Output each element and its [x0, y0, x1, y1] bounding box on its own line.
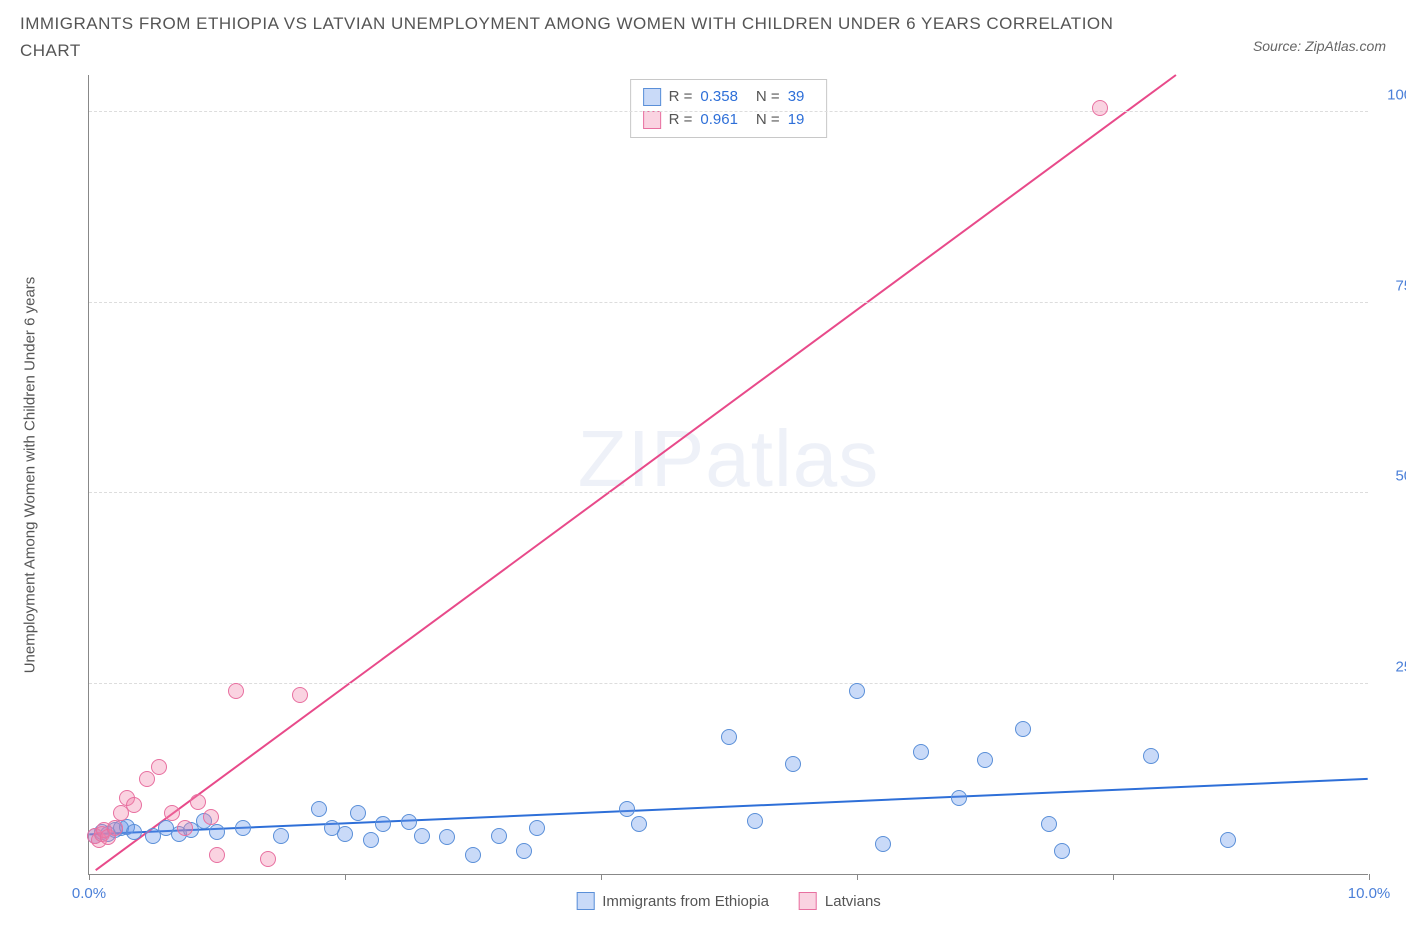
- y-tick-label: 75.0%: [1395, 277, 1406, 294]
- gridline-h: [89, 302, 1368, 303]
- x-tick-label: 10.0%: [1348, 885, 1391, 902]
- data-point-ethiopia: [375, 816, 391, 832]
- data-point-ethiopia: [401, 814, 417, 830]
- legend-stats-row-ethiopia: R = 0.358 N = 39: [643, 86, 815, 109]
- chart-title: IMMIGRANTS FROM ETHIOPIA VS LATVIAN UNEM…: [20, 10, 1140, 64]
- legend-item-label: Immigrants from Ethiopia: [602, 893, 769, 910]
- x-tick: [345, 874, 346, 880]
- data-point-latvians: [203, 809, 219, 825]
- data-point-ethiopia: [721, 729, 737, 745]
- data-point-ethiopia: [619, 801, 635, 817]
- x-tick: [89, 874, 90, 880]
- data-point-ethiopia: [235, 820, 251, 836]
- regression-lines-layer: [89, 75, 1368, 874]
- regression-line-latvians: [96, 75, 1176, 870]
- data-point-ethiopia: [350, 805, 366, 821]
- legend-n-label: N =: [756, 86, 780, 109]
- data-point-ethiopia: [785, 756, 801, 772]
- gridline-h: [89, 492, 1368, 493]
- data-point-latvians: [228, 683, 244, 699]
- legend-r-label: R =: [669, 86, 693, 109]
- legend-n-value: 39: [788, 86, 805, 109]
- y-tick-label: 50.0%: [1395, 468, 1406, 485]
- data-point-ethiopia: [1054, 843, 1070, 859]
- data-point-ethiopia: [337, 826, 353, 842]
- legend-bottom: Immigrants from Ethiopia Latvians: [576, 892, 881, 910]
- data-point-ethiopia: [977, 752, 993, 768]
- y-axis-label: Unemployment Among Women with Children U…: [22, 277, 39, 674]
- data-point-latvians: [260, 851, 276, 867]
- data-point-latvians: [107, 820, 123, 836]
- data-point-latvians: [164, 805, 180, 821]
- x-tick: [1113, 874, 1114, 880]
- y-tick-label: 100.0%: [1387, 87, 1406, 104]
- x-tick: [601, 874, 602, 880]
- y-tick-label: 25.0%: [1395, 658, 1406, 675]
- plot-region: ZIPatlas R = 0.358N = 39R = 0.961N = 19 …: [88, 75, 1368, 875]
- legend-r-value: 0.358: [700, 86, 738, 109]
- source-attribution: Source: ZipAtlas.com: [1253, 38, 1386, 54]
- data-point-ethiopia: [273, 828, 289, 844]
- data-point-ethiopia: [529, 820, 545, 836]
- data-point-ethiopia: [414, 828, 430, 844]
- data-point-ethiopia: [126, 824, 142, 840]
- data-point-ethiopia: [465, 847, 481, 863]
- data-point-latvians: [139, 771, 155, 787]
- data-point-ethiopia: [311, 801, 327, 817]
- data-point-latvians: [151, 759, 167, 775]
- data-point-latvians: [190, 794, 206, 810]
- x-tick: [1369, 874, 1370, 880]
- data-point-ethiopia: [491, 828, 507, 844]
- legend-swatch-icon: [576, 892, 594, 910]
- data-point-ethiopia: [849, 683, 865, 699]
- data-point-ethiopia: [951, 790, 967, 806]
- data-point-ethiopia: [516, 843, 532, 859]
- legend-swatch-icon: [643, 88, 661, 106]
- data-point-ethiopia: [439, 829, 455, 845]
- data-point-ethiopia: [913, 744, 929, 760]
- legend-swatch-icon: [643, 111, 661, 129]
- data-point-latvians: [177, 820, 193, 836]
- data-point-ethiopia: [1143, 748, 1159, 764]
- data-point-latvians: [292, 687, 308, 703]
- legend-stats-box: R = 0.358N = 39R = 0.961N = 19: [630, 79, 828, 138]
- data-point-ethiopia: [209, 824, 225, 840]
- x-tick-label: 0.0%: [72, 885, 106, 902]
- data-point-latvians: [126, 797, 142, 813]
- chart-area: Unemployment Among Women with Children U…: [60, 75, 1380, 875]
- data-point-ethiopia: [1015, 721, 1031, 737]
- legend-item-latvians: Latvians: [799, 892, 881, 910]
- regression-line-ethiopia: [89, 779, 1367, 835]
- gridline-h: [89, 111, 1368, 112]
- data-point-ethiopia: [363, 832, 379, 848]
- data-point-latvians: [1092, 100, 1108, 116]
- legend-item-label: Latvians: [825, 893, 881, 910]
- data-point-ethiopia: [1041, 816, 1057, 832]
- legend-swatch-icon: [799, 892, 817, 910]
- data-point-ethiopia: [747, 813, 763, 829]
- data-point-ethiopia: [875, 836, 891, 852]
- gridline-h: [89, 683, 1368, 684]
- data-point-ethiopia: [1220, 832, 1236, 848]
- data-point-latvians: [209, 847, 225, 863]
- legend-item-ethiopia: Immigrants from Ethiopia: [576, 892, 769, 910]
- x-tick: [857, 874, 858, 880]
- data-point-ethiopia: [631, 816, 647, 832]
